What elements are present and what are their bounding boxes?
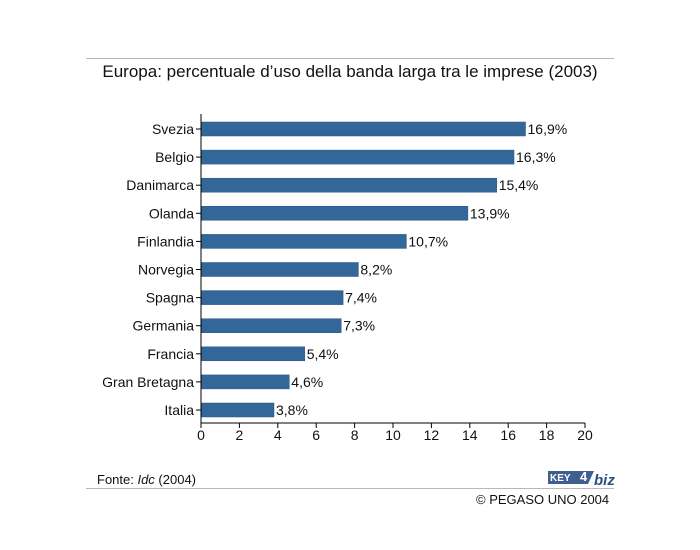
key4biz-logo: KEY 4 biz <box>548 469 615 488</box>
x-tick-label: 0 <box>197 427 205 443</box>
value-label: 13,9% <box>470 205 510 221</box>
x-tick-label: 6 <box>312 427 320 443</box>
category-label: Norvegia <box>138 262 194 278</box>
source-note: Fonte: Idc (2004) <box>97 472 196 487</box>
bar <box>200 234 407 249</box>
category-label: Svezia <box>152 121 194 137</box>
value-label: 7,4% <box>345 290 377 306</box>
bar <box>200 290 344 305</box>
top-divider <box>86 58 614 59</box>
value-label: 16,3% <box>516 149 556 165</box>
bar <box>200 206 469 221</box>
category-label: Gran Bretagna <box>102 374 194 390</box>
value-label: 4,6% <box>291 374 323 390</box>
x-tick-label: 2 <box>236 427 244 443</box>
bar <box>200 149 515 165</box>
value-label: 5,4% <box>307 346 339 362</box>
bar <box>200 177 497 193</box>
value-label: 7,3% <box>343 318 375 334</box>
category-label: Olanda <box>149 205 194 221</box>
value-label: 16,9% <box>528 121 568 137</box>
category-label: Germania <box>133 318 195 334</box>
bar <box>200 262 359 277</box>
source-name: Idc <box>137 472 155 487</box>
bar <box>200 374 290 390</box>
x-tick-label: 8 <box>351 427 359 443</box>
source-year: (2004) <box>154 472 197 487</box>
logo-band <box>548 471 594 484</box>
x-tick-label: 16 <box>500 427 516 443</box>
x-tick-label: 14 <box>462 427 478 443</box>
value-label: 10,7% <box>408 233 448 249</box>
x-tick-label: 12 <box>424 427 440 443</box>
logo-biz-text: biz <box>594 472 615 488</box>
category-label: Italia <box>164 402 194 418</box>
bar <box>200 346 305 362</box>
category-label: Danimarca <box>126 177 194 193</box>
value-label: 8,2% <box>360 262 392 278</box>
bar <box>200 402 275 418</box>
x-tick-label: 20 <box>577 427 593 443</box>
category-label: Finlandia <box>137 233 194 249</box>
chart-title: Europa: percentuale d’uso della banda la… <box>102 62 598 81</box>
bar <box>200 121 526 137</box>
category-label: Francia <box>147 346 194 362</box>
x-tick-label: 4 <box>274 427 282 443</box>
category-label: Belgio <box>155 149 194 165</box>
copyright-text: © PEGASO UNO 2004 <box>476 492 610 507</box>
value-label: 15,4% <box>499 177 539 193</box>
bar <box>200 318 342 333</box>
x-tick-label: 10 <box>385 427 401 443</box>
x-tick-label: 18 <box>539 427 555 443</box>
logo-key-text: KEY <box>550 473 571 484</box>
value-label: 3,8% <box>276 402 308 418</box>
source-prefix: Fonte: <box>97 472 138 487</box>
logo-number-text: 4 <box>580 469 588 484</box>
category-label: Spagna <box>146 290 194 306</box>
bottom-divider <box>86 488 614 489</box>
